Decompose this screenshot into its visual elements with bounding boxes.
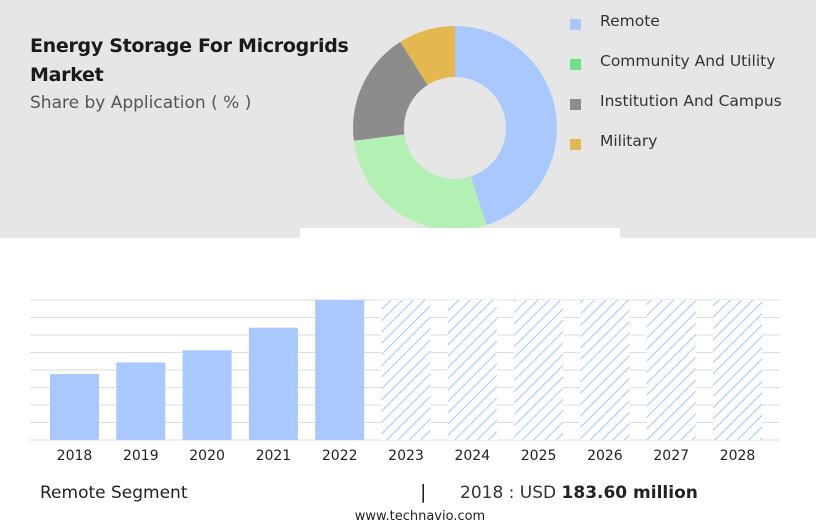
- segment-stat-value: 183.60 million: [561, 483, 698, 503]
- donut-chart: [300, 26, 620, 240]
- x-tick-label-2021: 2021: [256, 448, 292, 464]
- segment-stat: 2018 : USD 183.60 million: [460, 483, 698, 503]
- segment-stat-prefix: 2018 : USD: [460, 483, 557, 503]
- legend-swatch-military: [570, 139, 581, 150]
- legend-label-community-and-utility: Community And Utility: [600, 52, 776, 70]
- x-tick-label-2028: 2028: [720, 448, 756, 464]
- x-tick-label-2019: 2019: [123, 448, 159, 464]
- source-link[interactable]: www.technavio.com: [354, 509, 486, 524]
- legend-swatch-institution-and-campus: [570, 99, 581, 110]
- footer-separator: |: [420, 481, 427, 503]
- forecast-bar-2025: [514, 300, 564, 440]
- x-tick-label-2026: 2026: [587, 448, 623, 464]
- donut-slice-institution-and-campus: [352, 41, 428, 141]
- forecast-bar-2024: [447, 300, 497, 440]
- chart-title: Energy Storage For Microgrids Market: [30, 35, 349, 86]
- bar-2018: [50, 374, 99, 440]
- forecast-bar-2026: [580, 300, 630, 440]
- forecast-bar-2023: [381, 300, 431, 440]
- legend-swatch-community-and-utility: [570, 59, 581, 70]
- legend-label-remote: Remote: [600, 12, 660, 30]
- x-tick-label-2018: 2018: [57, 448, 93, 464]
- x-tick-label-2020: 2020: [189, 448, 225, 464]
- donut-clip: [300, 228, 620, 240]
- bar-2021: [248, 327, 298, 440]
- bar-2019: [116, 362, 166, 440]
- segment-label: Remote Segment: [40, 483, 188, 503]
- bar-2022: [315, 300, 365, 440]
- donut-slice-remote: [455, 26, 558, 226]
- x-tick-label-2024: 2024: [454, 448, 490, 464]
- x-tick-label-2025: 2025: [521, 448, 557, 464]
- chart-subtitle: Share by Application ( % ): [30, 93, 252, 113]
- x-tick-label-2022: 2022: [322, 448, 358, 464]
- bar-2020: [182, 350, 232, 440]
- x-tick-label-2027: 2027: [653, 448, 689, 464]
- forecast-bar-2027: [646, 300, 696, 440]
- donut-slice-community-and-utility: [353, 134, 487, 231]
- donut-slice-military: [400, 26, 455, 85]
- bar-chart: 2018 2019 2020 2021 2022 2023 2024 2025 2026 2027…: [30, 299, 780, 464]
- legend-label-military: Military: [600, 132, 658, 150]
- legend-label-institution-and-campus: Institution And Campus: [600, 92, 782, 110]
- x-tick-label-2023: 2023: [388, 448, 424, 464]
- legend-swatch-remote: [570, 19, 581, 30]
- forecast-bar-2028: [713, 300, 762, 440]
